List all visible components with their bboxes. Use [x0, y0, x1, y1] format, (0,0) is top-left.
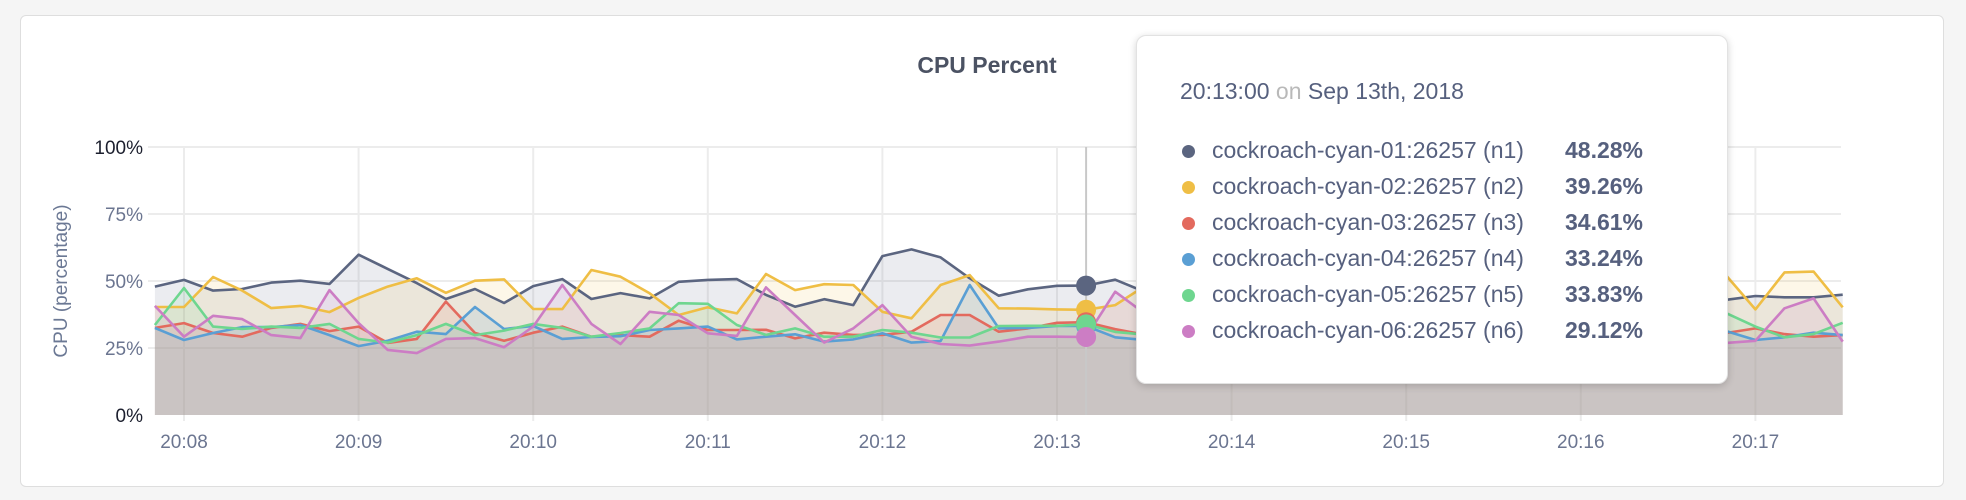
- y-tick-label: 75%: [105, 205, 143, 226]
- x-tick-label: 20:09: [335, 432, 383, 453]
- series-dot-icon: [1182, 181, 1195, 194]
- tooltip-time: 20:13:00: [1180, 78, 1270, 104]
- tooltip-on: on: [1275, 78, 1302, 104]
- series-dot-icon: [1182, 217, 1195, 230]
- x-tick-label: 20:15: [1382, 432, 1430, 453]
- chart-title: CPU Percent: [917, 52, 1057, 78]
- tooltip-row: cockroach-cyan-01:26257 (n1) 48.28%: [1180, 137, 1700, 167]
- series-dot-icon: [1182, 289, 1195, 302]
- x-tick-label: 20:11: [685, 432, 731, 453]
- tooltip-row: cockroach-cyan-06:26257 (n6) 29.12%: [1180, 317, 1700, 347]
- y-tick-label: 50%: [105, 272, 143, 293]
- tooltip-series-label: cockroach-cyan-04:26257 (n4): [1212, 245, 1524, 271]
- y-tick-label: 0%: [116, 406, 144, 427]
- tooltip-series-label: cockroach-cyan-05:26257 (n5): [1212, 281, 1524, 307]
- tooltip-row: cockroach-cyan-02:26257 (n2) 39.26%: [1180, 173, 1700, 203]
- tooltip-row: cockroach-cyan-05:26257 (n5) 33.83%: [1180, 281, 1700, 311]
- y-tick-label: 25%: [105, 339, 143, 360]
- hover-point-n6: [1076, 326, 1097, 347]
- tooltip: 20:13:00 on Sep 13th, 2018 cockroach-cya…: [1136, 35, 1728, 384]
- tooltip-series-value: 34.61%: [1565, 209, 1644, 235]
- series-area-n3: [154, 301, 1843, 415]
- x-tick-labels: 20:08 20:09 20:10 20:11 20:12 20:13 20:14 20:15…: [160, 432, 1779, 453]
- hover-points: [1076, 275, 1097, 347]
- y-tick-labels: 0% 25% 50% 75% 100%: [94, 138, 143, 427]
- tooltip-series-value: 29.12%: [1565, 317, 1644, 343]
- tooltip-series-label: cockroach-cyan-03:26257 (n3): [1212, 209, 1524, 235]
- tooltip-series-value: 33.83%: [1565, 281, 1644, 307]
- tooltip-series-value: 33.24%: [1565, 245, 1644, 271]
- x-tick-label: 20:10: [509, 432, 557, 453]
- series-dot-icon: [1182, 325, 1195, 338]
- y-axis-title: CPU (percentage): [51, 204, 72, 357]
- series-dot-icon: [1182, 253, 1195, 266]
- series-dot-icon: [1182, 145, 1195, 158]
- x-tick-label: 20:14: [1208, 432, 1256, 453]
- x-tick-label: 20:12: [859, 432, 907, 453]
- x-tick-label: 20:16: [1557, 432, 1605, 453]
- x-tick-label: 20:17: [1732, 432, 1780, 453]
- tooltip-row: cockroach-cyan-03:26257 (n3) 34.61%: [1180, 209, 1700, 239]
- tooltip-series-value: 48.28%: [1565, 137, 1644, 163]
- x-tick-label: 20:13: [1033, 432, 1081, 453]
- y-tick-label: 100%: [94, 138, 143, 159]
- hover-point-n1: [1076, 275, 1097, 296]
- tooltip-row: cockroach-cyan-04:26257 (n4) 33.24%: [1180, 245, 1700, 275]
- tooltip-date: Sep 13th, 2018: [1307, 78, 1464, 104]
- tooltip-series-value: 39.26%: [1565, 173, 1644, 199]
- tooltip-series-label: cockroach-cyan-02:26257 (n2): [1212, 173, 1524, 199]
- tooltip-series-label: cockroach-cyan-06:26257 (n6): [1212, 317, 1524, 343]
- tooltip-series-label: cockroach-cyan-01:26257 (n1): [1212, 137, 1524, 163]
- tooltip-header: 20:13:00 on Sep 13th, 2018: [1180, 78, 1464, 105]
- x-tick-label: 20:08: [160, 432, 208, 453]
